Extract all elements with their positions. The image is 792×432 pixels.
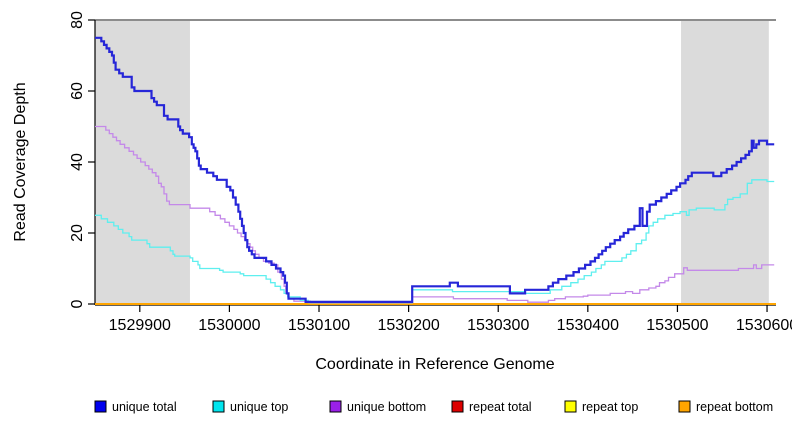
x-tick-label: 1530400 [557,317,619,334]
x-axis-title: Coordinate in Reference Genome [315,356,554,373]
repeat-region-right [681,20,769,304]
y-tick-label: 20 [69,224,86,242]
y-tick-label: 80 [69,11,86,29]
series-unique-top [95,179,775,304]
x-tick-label: 1530200 [377,317,439,334]
legend-swatch-repeat-top [564,400,577,413]
y-tick-label: 40 [69,153,86,171]
legend-swatch-unique-total [94,400,107,413]
x-tick-label: 1530300 [467,317,529,334]
x-tick-label: 1530500 [646,317,708,334]
legend-label-unique-total: unique total [112,400,177,414]
legend-label-repeat-total: repeat total [469,400,532,414]
x-tick-label: 1529900 [109,317,171,334]
series-unique-bottom [95,125,775,304]
axes: 1529900 1530000 1530100 1530200 1530300 15304… [69,11,792,334]
y-tick-label: 0 [69,299,86,308]
legend: unique total unique top unique bottom repea… [94,400,773,414]
legend-label-repeat-bottom: repeat bottom [696,400,773,414]
legend-swatch-unique-top [212,400,225,413]
coverage-series-lines [95,36,776,305]
repeat-region-shading [95,20,769,304]
legend-swatch-repeat-total [451,400,464,413]
x-tick-label: 1530000 [198,317,260,334]
legend-label-unique-bottom: unique bottom [347,400,426,414]
x-tick-label: 1530100 [288,317,350,334]
legend-swatch-unique-bottom [329,400,342,413]
y-tick-label: 60 [69,82,86,100]
legend-label-repeat-top: repeat top [582,400,638,414]
y-axis-title: Read Coverage Depth [12,82,29,241]
x-tick-label: 1530600 [736,317,792,334]
legend-swatch-repeat-bottom [678,400,691,413]
series-unique-total [95,36,775,303]
legend-label-unique-top: unique top [230,400,288,414]
